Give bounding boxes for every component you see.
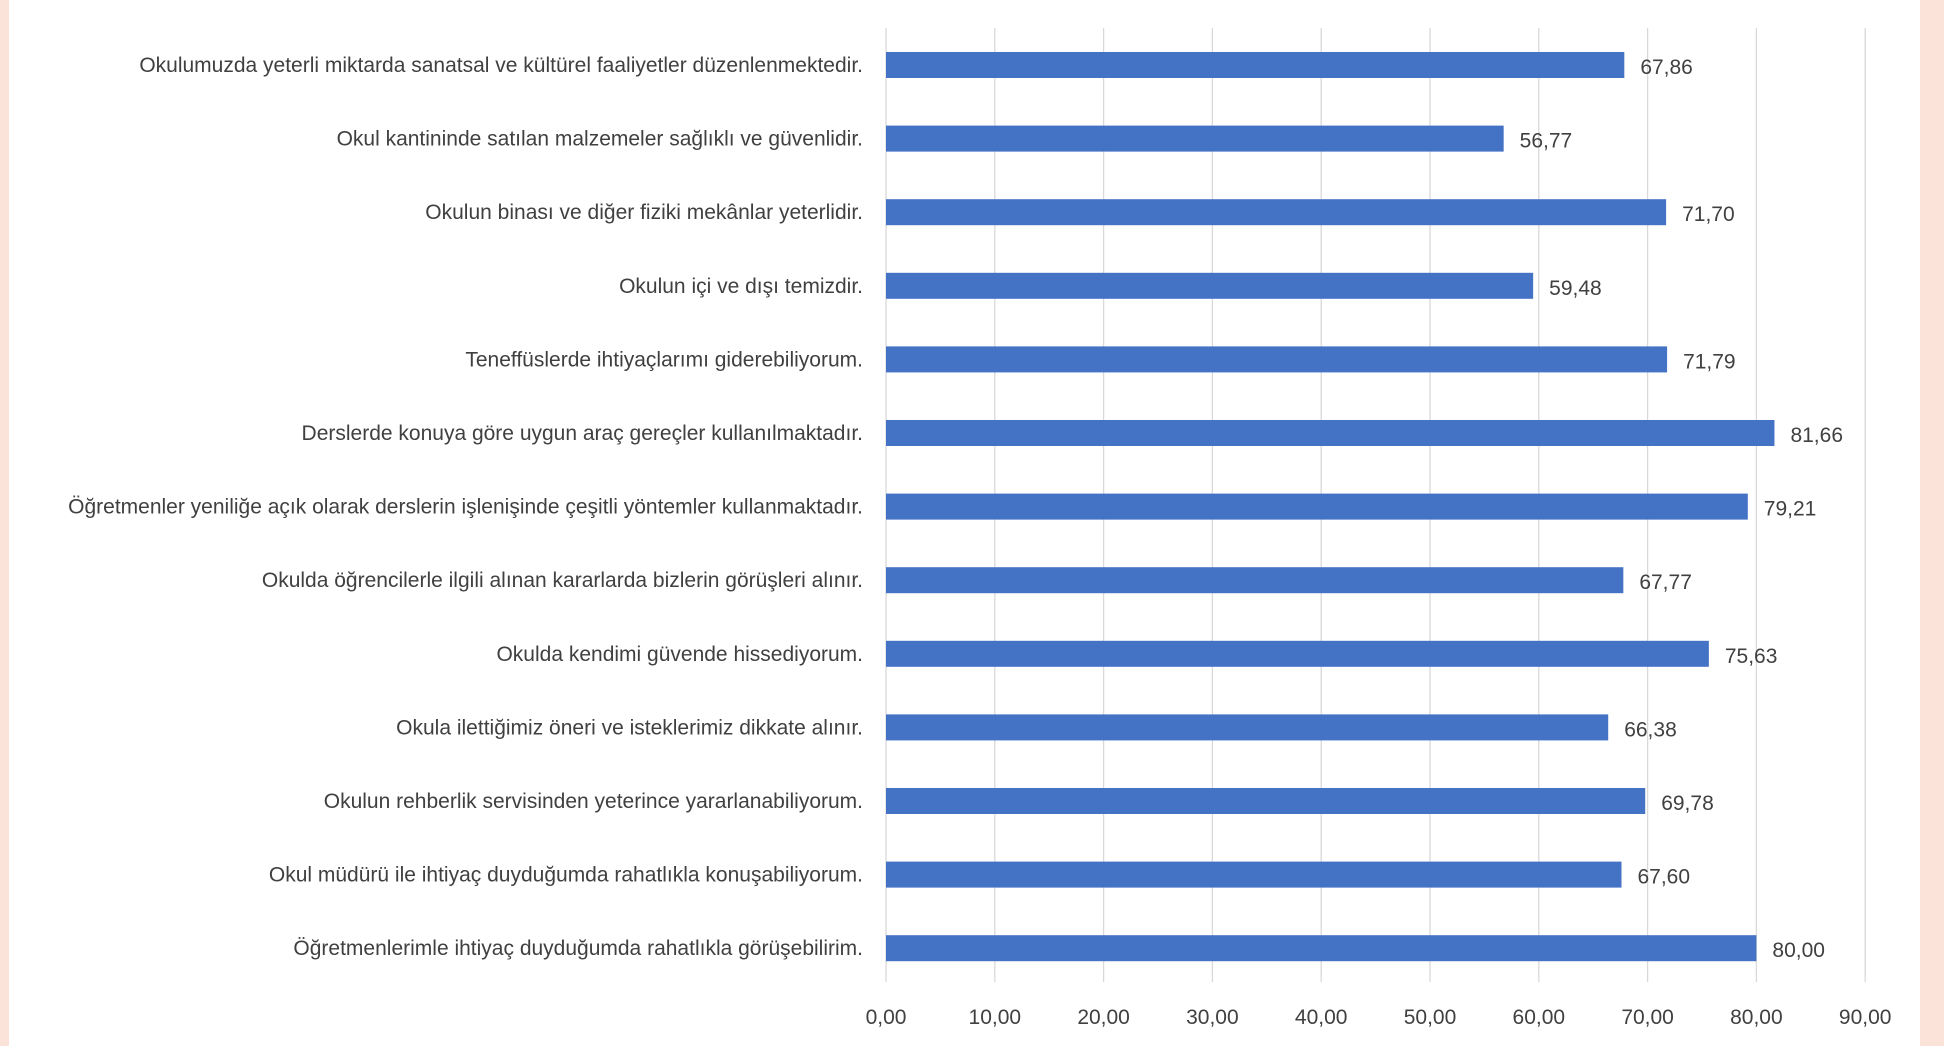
category-label: Öğretmenlerimle ihtiyaç duyduğumda rahat… xyxy=(293,937,863,960)
category-label: Okul kantininde satılan malzemeler sağlı… xyxy=(337,128,863,151)
category-label: Okulumuzda yeterli miktarda sanatsal ve … xyxy=(139,54,863,77)
data-label: 79,21 xyxy=(1764,498,1817,521)
bar xyxy=(886,935,1757,962)
category-label: Okulun binası ve diğer fiziki mekânlar y… xyxy=(425,201,863,224)
data-label: 81,66 xyxy=(1790,424,1843,447)
bar xyxy=(886,272,1534,299)
bar xyxy=(886,199,1667,226)
bar xyxy=(886,640,1709,667)
data-label: 71,79 xyxy=(1683,350,1736,373)
x-tick-label: 80,00 xyxy=(1730,1006,1783,1029)
x-tick-label: 10,00 xyxy=(969,1006,1022,1029)
bar xyxy=(886,346,1668,373)
bar-chart: Okulumuzda yeterli miktarda sanatsal ve … xyxy=(68,28,1892,1029)
bar xyxy=(886,420,1775,446)
x-tick-label: 30,00 xyxy=(1186,1006,1239,1029)
data-label: 69,78 xyxy=(1661,792,1714,815)
data-label: 71,70 xyxy=(1682,203,1735,226)
category-label: Okulda öğrencilerle ilgili alınan kararl… xyxy=(262,569,863,592)
category-label: Derslerde konuya göre uygun araç gereçle… xyxy=(302,422,863,445)
bar xyxy=(886,788,1646,814)
x-tick-label: 60,00 xyxy=(1513,1006,1566,1029)
x-tick-label: 90,00 xyxy=(1839,1006,1892,1029)
bars xyxy=(886,52,1775,962)
data-label: 67,77 xyxy=(1639,571,1692,594)
data-label: 67,86 xyxy=(1640,56,1693,79)
bar xyxy=(886,714,1609,741)
x-tick-label: 20,00 xyxy=(1077,1006,1130,1029)
bar xyxy=(886,493,1748,520)
bar xyxy=(886,567,1624,594)
data-label: 66,38 xyxy=(1624,718,1677,741)
x-tick-label: 0,00 xyxy=(866,1006,907,1029)
category-label: Okula ilettiğimiz öneri ve isteklerimiz … xyxy=(396,716,863,739)
data-label: 67,60 xyxy=(1637,866,1690,889)
bar xyxy=(886,125,1504,152)
chart-area: Okulumuzda yeterli miktarda sanatsal ve … xyxy=(9,0,1920,1046)
x-axis-ticks: 0,00 10,00 20,00 30,00 40,00 50,00 60,00 70,00 8… xyxy=(866,1006,1892,1029)
category-label: Teneffüslerde ihtiyaçlarımı giderebiliyo… xyxy=(465,348,863,371)
category-label: Okul müdürü ile ihtiyaç duyduğumda rahat… xyxy=(269,864,863,887)
x-tick-label: 50,00 xyxy=(1404,1006,1457,1029)
category-label: Okulda kendimi güvende hissediyorum. xyxy=(496,643,863,666)
data-labels: 67,86 56,77 71,70 59,48 71,79 81,66 79,21 67,77… xyxy=(1520,56,1843,962)
category-labels: Okulumuzda yeterli miktarda sanatsal ve … xyxy=(68,54,863,960)
x-tick-label: 70,00 xyxy=(1621,1006,1674,1029)
bar xyxy=(886,52,1625,78)
category-label: Okulun rehberlik servisinden yeterince y… xyxy=(324,790,863,813)
category-label: Okulun içi ve dışı temizdir. xyxy=(619,275,863,298)
data-label: 59,48 xyxy=(1549,277,1602,300)
category-label: Öğretmenler yeniliğe açık olarak dersler… xyxy=(68,496,863,519)
data-label: 75,63 xyxy=(1725,645,1778,668)
x-tick-label: 40,00 xyxy=(1295,1006,1348,1029)
bar xyxy=(886,861,1622,888)
data-label: 56,77 xyxy=(1520,130,1573,153)
data-label: 80,00 xyxy=(1772,939,1825,962)
